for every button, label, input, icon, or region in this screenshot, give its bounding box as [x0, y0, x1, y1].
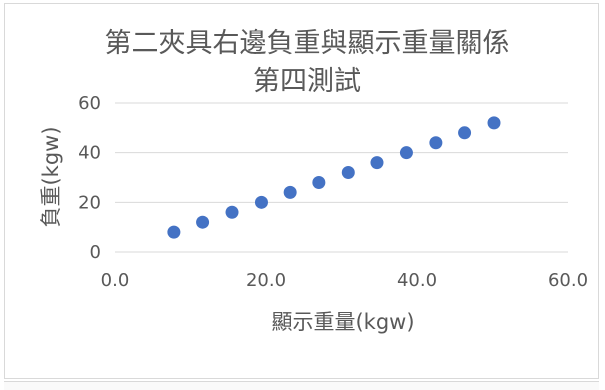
- data-point-2: [196, 215, 210, 229]
- data-point-8: [370, 156, 384, 170]
- data-points: [167, 116, 501, 239]
- chart-title-line-1: 第二夾具右邊負重與顯示重量關係: [105, 28, 510, 59]
- x-axis-title: 顯示重量(kgw): [271, 310, 414, 334]
- data-point-6: [312, 175, 326, 189]
- data-point-3: [225, 205, 239, 219]
- y-tick-label: 60: [78, 93, 101, 114]
- y-tick-labels: 0 20 40 60: [78, 93, 101, 263]
- x-tick-label: 60.0: [548, 270, 588, 291]
- cell-border-strip: [4, 381, 599, 390]
- x-tick-labels: 0.0 20.0 40.0 60.0: [101, 270, 588, 291]
- y-tick-label: 20: [78, 192, 101, 213]
- gridlines: [115, 102, 568, 253]
- data-point-4: [254, 195, 268, 209]
- data-point-7: [341, 166, 355, 180]
- data-point-11: [458, 126, 472, 140]
- chart-area: [4, 3, 599, 379]
- x-tick-label: 40.0: [397, 270, 437, 291]
- data-point-9: [399, 146, 413, 160]
- data-point-10: [429, 136, 443, 150]
- y-tick-label: 0: [90, 242, 101, 263]
- chart-title-line-2: 第四測試: [253, 66, 361, 97]
- data-point-1: [167, 225, 181, 239]
- x-tick-label: 20.0: [246, 270, 286, 291]
- data-point-5: [283, 185, 297, 199]
- x-tick-label: 0.0: [101, 270, 130, 291]
- y-axis-title: 負重(kgw): [39, 126, 63, 227]
- data-point-12: [487, 116, 501, 130]
- y-tick-label: 40: [78, 143, 101, 164]
